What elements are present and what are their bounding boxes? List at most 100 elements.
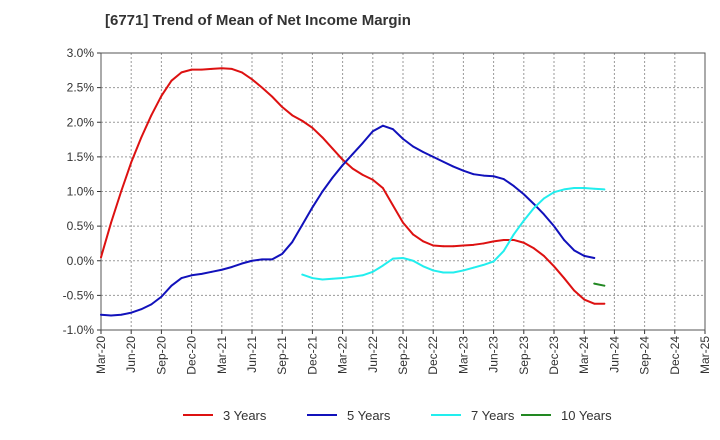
data-point — [331, 277, 334, 280]
data-point — [160, 95, 163, 97]
data-point — [341, 158, 344, 161]
x-tick-label: Mar-22 — [336, 336, 350, 374]
y-tick-label: -0.5% — [63, 288, 95, 302]
data-point — [371, 270, 374, 273]
data-point — [492, 240, 495, 243]
data-point — [583, 298, 586, 301]
x-tick-label: Jun-20 — [124, 336, 138, 373]
data-point — [583, 187, 586, 189]
data-point — [381, 124, 384, 127]
x-tick-label: Sep-24 — [638, 336, 652, 375]
data-point — [422, 151, 425, 153]
data-point — [180, 277, 183, 279]
data-point — [412, 145, 414, 148]
data-point — [553, 225, 555, 228]
x-tick-label: Mar-25 — [698, 336, 712, 374]
data-point — [512, 233, 515, 236]
data-point — [261, 86, 263, 89]
data-point — [281, 106, 284, 108]
x-tick-label: Dec-24 — [668, 336, 682, 375]
data-point — [452, 165, 455, 168]
data-point — [361, 173, 364, 176]
y-tick-label: -1.0% — [63, 323, 95, 337]
y-tick-label: 3.0% — [67, 46, 95, 60]
data-point — [241, 262, 243, 265]
data-point — [402, 257, 404, 259]
legend-label: 5 Years — [347, 408, 391, 423]
data-point — [140, 308, 143, 311]
data-point — [522, 219, 525, 222]
data-point — [603, 302, 606, 305]
data-point — [422, 265, 425, 268]
data-point — [351, 275, 354, 278]
data-point — [392, 257, 394, 260]
x-tick-label: Jun-23 — [487, 336, 501, 373]
data-point — [452, 271, 455, 274]
legend-item: 7 Years — [431, 408, 515, 423]
legend-label: 3 Years — [223, 408, 267, 423]
x-tick-label: Mar-23 — [456, 336, 470, 374]
data-point — [261, 258, 263, 261]
data-point — [532, 247, 535, 250]
series-5-years — [100, 124, 596, 317]
data-point — [381, 264, 384, 267]
x-tick-label: Dec-21 — [305, 336, 319, 375]
axes-layer — [97, 52, 706, 334]
x-tick-label: Mar-20 — [94, 336, 108, 374]
data-point — [532, 203, 535, 205]
y-tick-label: 1.0% — [67, 185, 95, 199]
data-point — [553, 191, 555, 194]
data-point — [563, 277, 565, 279]
data-point — [130, 161, 133, 164]
y-tick-label: 1.5% — [67, 150, 95, 164]
legend: 3 Years 5 Years 7 Years 10 Years — [183, 408, 612, 423]
data-point — [593, 282, 596, 285]
data-point — [543, 213, 545, 216]
data-point — [522, 241, 525, 244]
data-point — [190, 274, 193, 277]
data-point — [291, 114, 294, 117]
x-tick-label: Sep-22 — [396, 336, 410, 375]
data-point — [291, 241, 294, 243]
data-point — [301, 273, 304, 276]
data-point — [392, 128, 394, 131]
legend-item: 5 Years — [307, 408, 391, 423]
data-point — [381, 187, 384, 189]
data-point — [351, 167, 354, 170]
series-3-years — [100, 67, 606, 305]
data-point — [462, 244, 465, 247]
data-point — [210, 270, 213, 273]
data-point — [442, 245, 445, 248]
data-point — [392, 204, 394, 207]
data-point — [220, 67, 223, 70]
data-point — [321, 278, 324, 281]
x-tick-label: Dec-23 — [547, 336, 561, 375]
data-point — [432, 269, 435, 272]
data-point — [492, 175, 495, 178]
data-point — [311, 206, 314, 209]
x-tick-label: Jun-24 — [607, 336, 621, 373]
data-point — [522, 193, 525, 196]
y-tick-label: 2.0% — [67, 115, 95, 129]
data-point — [230, 68, 233, 70]
data-point — [321, 136, 324, 139]
data-point — [281, 252, 284, 255]
x-tick-label: Dec-22 — [426, 336, 440, 375]
data-point — [120, 190, 123, 193]
data-point — [543, 255, 545, 257]
data-point — [230, 266, 233, 268]
data-point — [563, 188, 565, 191]
data-point — [331, 147, 334, 150]
data-point — [160, 295, 163, 298]
data-point — [341, 277, 344, 279]
data-point — [120, 313, 123, 316]
plot-border — [100, 52, 706, 331]
data-point — [432, 244, 435, 247]
y-tick-label: 0.5% — [67, 219, 95, 233]
data-point — [563, 239, 565, 241]
legend-item: 10 Years — [521, 408, 612, 423]
data-point — [593, 302, 596, 305]
data-point — [442, 271, 445, 274]
data-point — [462, 169, 465, 172]
tick-labels-layer: 3.0%2.5%2.0%1.5%1.0%0.5%0.0%-0.5%-1.0%Ma… — [63, 46, 712, 375]
